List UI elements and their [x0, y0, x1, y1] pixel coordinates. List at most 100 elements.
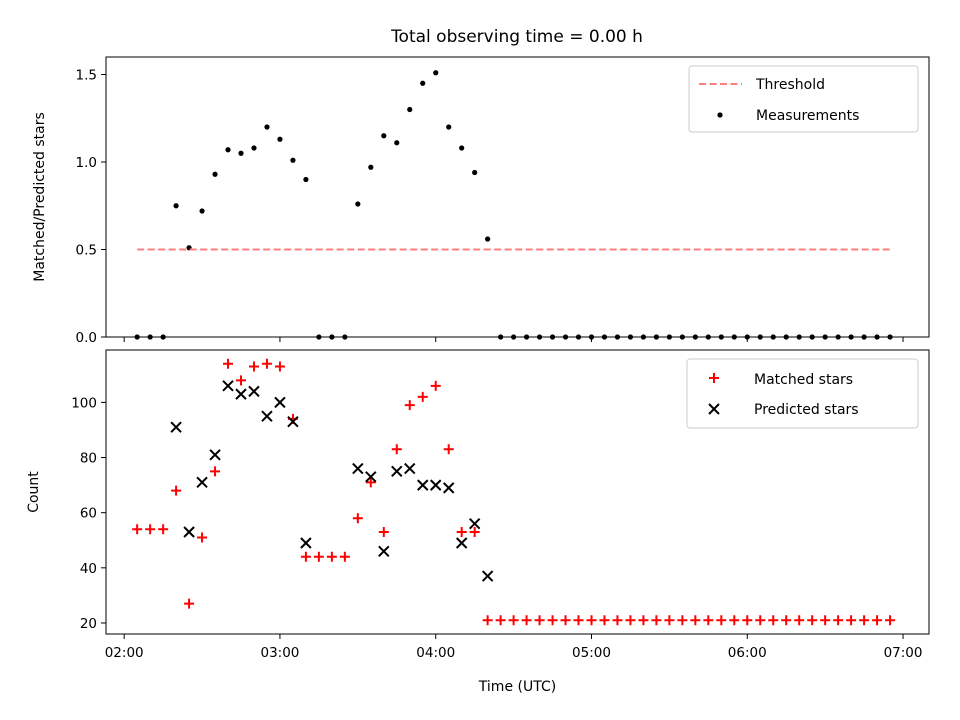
predicted-star-point — [442, 482, 455, 494]
legend-measurements-swatch — [717, 112, 723, 118]
measurement-point — [277, 136, 283, 142]
matched-star-point — [651, 615, 662, 626]
matched-star-point — [236, 375, 247, 386]
predicted-star-point — [222, 380, 234, 392]
matched-star-point — [573, 615, 584, 626]
matched-star-point — [859, 615, 870, 626]
matched-star-point — [846, 615, 857, 626]
measurement-point — [407, 106, 413, 113]
matched-star-point — [313, 551, 324, 562]
top-legend-box — [688, 65, 919, 133]
matched-star-point — [326, 551, 337, 562]
matched-star-point — [391, 444, 402, 455]
matched-star-point — [807, 615, 818, 626]
y-axis-label: Count — [26, 471, 42, 513]
y-tick-label: 80 — [80, 451, 97, 467]
predicted-star-point — [378, 545, 390, 557]
matched-star-point — [456, 526, 467, 537]
predicted-star-point — [170, 421, 182, 433]
matched-star-point — [612, 615, 623, 626]
matched-star-point — [872, 615, 883, 626]
matched-star-point — [171, 485, 182, 496]
x-tick-label: 03:00 — [260, 645, 299, 661]
measurement-point — [368, 164, 374, 170]
predicted-star-point — [183, 526, 195, 538]
matched-star-point — [521, 615, 532, 626]
bottom-legend-box — [686, 358, 919, 429]
y-tick-label: 0.0 — [76, 330, 97, 346]
matched-star-point — [664, 615, 675, 626]
predicted-star-point — [404, 462, 416, 475]
predicted-star-point — [481, 570, 494, 582]
predicted-star-point — [274, 396, 286, 409]
predicted-star-point — [417, 479, 429, 491]
y-tick-label: 60 — [80, 506, 97, 522]
x-tick-label: 05:00 — [572, 645, 611, 661]
matched-star-point — [755, 615, 766, 626]
matched-star-point — [184, 598, 195, 609]
matched-star-point — [599, 615, 610, 626]
measurement-point — [225, 147, 231, 153]
matched-star-point — [469, 526, 480, 537]
matched-star-point — [729, 615, 740, 626]
x-tick-label: 02:00 — [105, 645, 144, 661]
measurement-point — [173, 203, 179, 209]
matched-star-point — [300, 551, 311, 562]
matched-star-point — [145, 524, 156, 535]
matched-star-point — [223, 358, 234, 369]
measurement-point — [290, 157, 296, 163]
predicted-star-point — [391, 465, 403, 478]
matched-star-point — [352, 513, 363, 524]
measurement-point — [212, 171, 218, 177]
matched-star-point — [586, 615, 597, 626]
top-axes-frame — [105, 56, 930, 338]
matched-star-point — [482, 615, 493, 626]
measurement-point — [472, 169, 478, 176]
matched-star-point — [534, 615, 545, 626]
predicted-star-point — [430, 479, 442, 491]
figure-title: Total observing time = 0.00 h — [390, 27, 643, 47]
matched-star-point — [690, 615, 701, 626]
y-tick-label: 0.5 — [76, 243, 97, 259]
matched-star-point — [508, 615, 519, 626]
matched-star-point — [885, 615, 896, 626]
matched-star-point — [158, 524, 169, 535]
predicted-star-point — [248, 385, 260, 398]
matched-star-point — [197, 532, 208, 543]
legend-matched-label: Matched stars — [754, 372, 853, 388]
measurement-point — [381, 133, 387, 139]
predicted-star-point — [455, 537, 468, 549]
measurement-point — [485, 236, 491, 242]
matched-star-point — [560, 615, 571, 626]
matched-star-point — [339, 551, 350, 562]
legend-predicted-label: Predicted stars — [754, 402, 859, 418]
measurement-point — [251, 145, 257, 151]
matched-star-point — [495, 615, 506, 626]
matched-star-point — [833, 615, 844, 626]
predicted-star-point — [209, 449, 221, 461]
y-tick-label: 1.0 — [76, 155, 97, 171]
matched-star-point — [404, 400, 415, 411]
legend-threshold-label: Threshold — [755, 77, 825, 93]
y-tick-label: 40 — [80, 561, 97, 577]
measurement-point — [394, 140, 400, 146]
predicted-star-point — [287, 415, 299, 428]
matched-star-point — [820, 615, 831, 626]
bottom-axes-frame — [105, 349, 930, 635]
predicted-star-point — [365, 471, 377, 483]
measurement-point — [199, 208, 205, 214]
measurement-point — [303, 176, 309, 183]
predicted-star-point — [468, 518, 481, 530]
matched-star-point — [417, 391, 428, 402]
measurement-point — [459, 145, 465, 151]
matched-star-point — [703, 615, 714, 626]
panel-bottom-counts: 20 40 60 80 100 02:00 03:00 04:00 05:00 06:00 07:0… — [26, 349, 930, 695]
predicted-star-point — [196, 476, 208, 489]
y-axis-label: Matched/Predicted stars — [32, 112, 48, 282]
x-tick-label: 06:00 — [728, 645, 767, 661]
matched-star-point — [677, 615, 688, 626]
measurement-point — [355, 201, 361, 207]
matched-star-point — [132, 524, 143, 535]
measurement-point — [420, 80, 426, 86]
